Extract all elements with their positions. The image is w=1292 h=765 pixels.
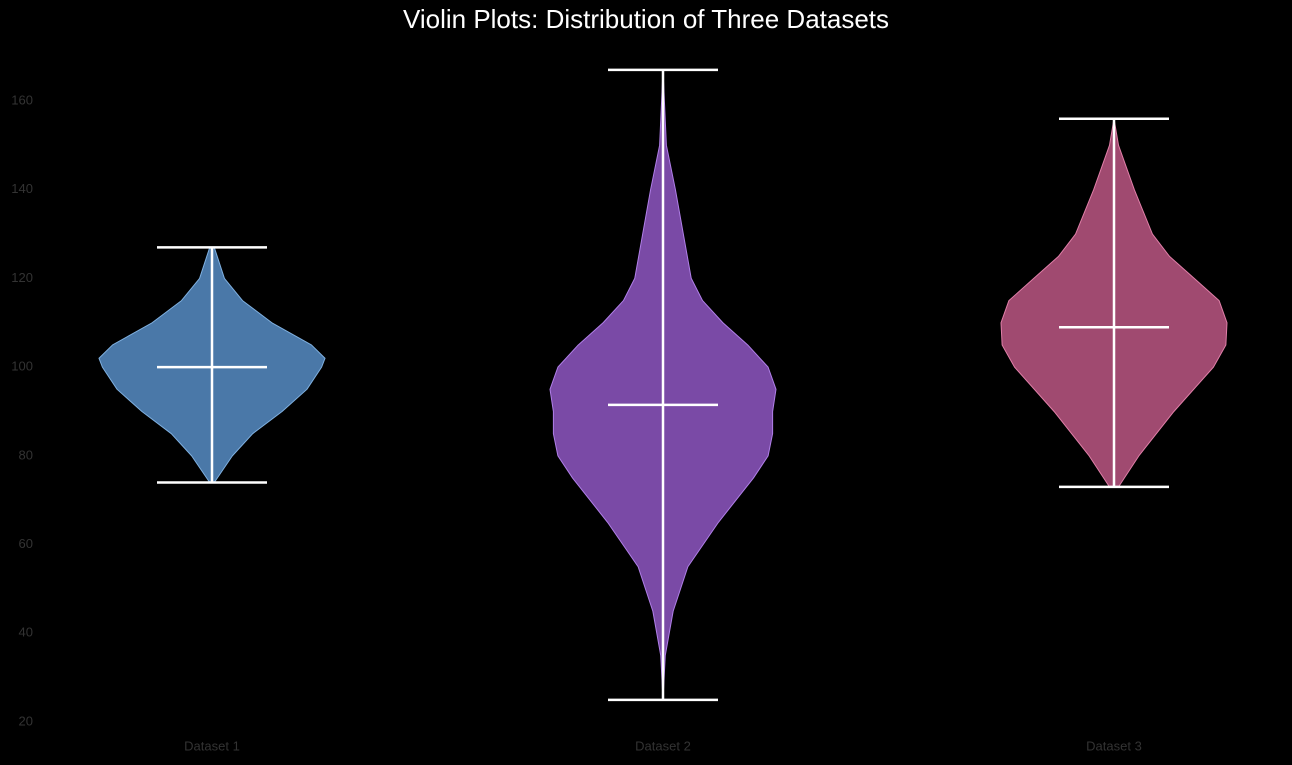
- y-tick-label: 140: [11, 181, 33, 196]
- x-tick-label: Dataset 3: [1086, 738, 1142, 753]
- x-tick-label: Dataset 2: [635, 738, 691, 753]
- x-tick-label: Dataset 1: [184, 738, 240, 753]
- y-tick-label: 120: [11, 270, 33, 285]
- y-tick-label: 40: [19, 625, 33, 640]
- y-tick-label: 100: [11, 359, 33, 374]
- y-tick-label: 80: [19, 447, 33, 462]
- y-tick-label: 60: [19, 536, 33, 551]
- y-tick-label: 160: [11, 92, 33, 107]
- chart-title: Violin Plots: Distribution of Three Data…: [403, 4, 889, 34]
- y-tick-label: 20: [19, 713, 33, 728]
